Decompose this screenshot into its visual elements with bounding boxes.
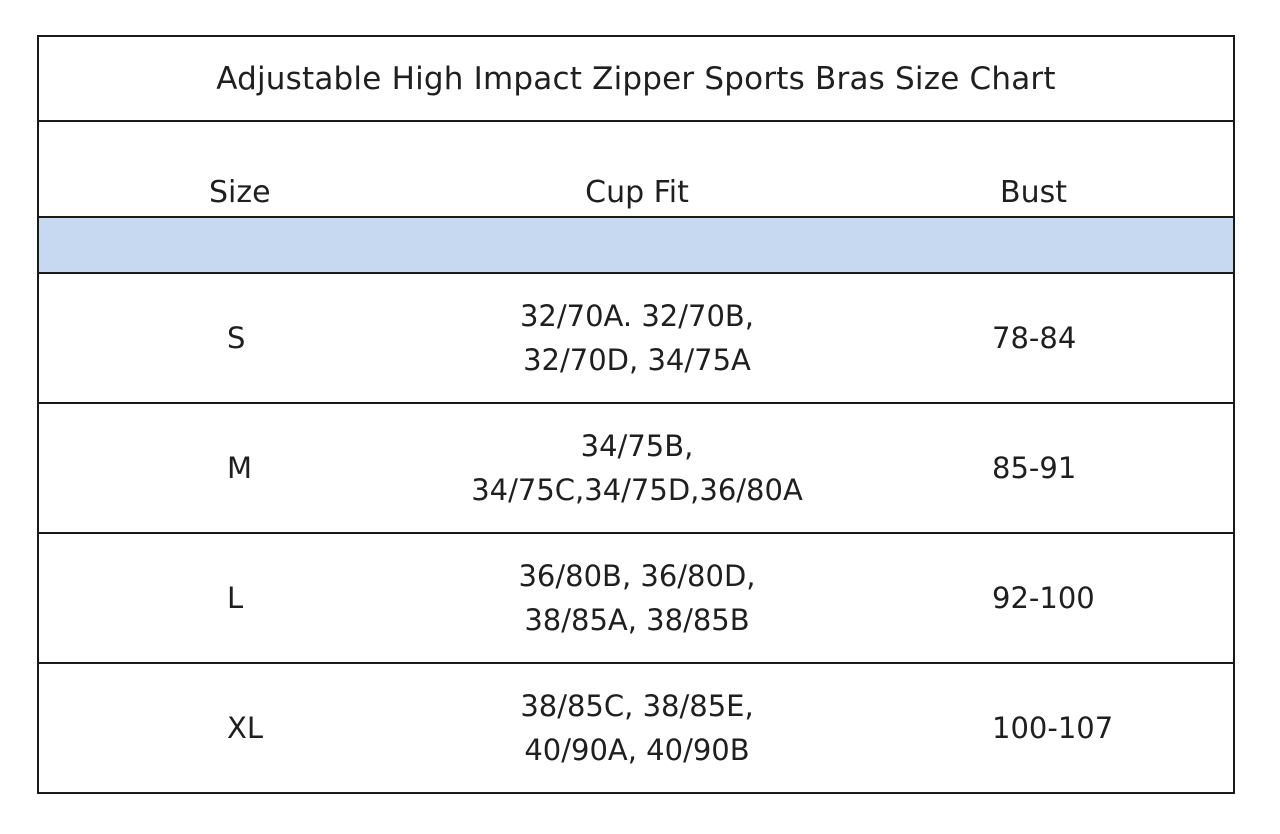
size-cell: M bbox=[39, 403, 437, 533]
chart-title: Adjustable High Impact Zipper Sports Bra… bbox=[39, 37, 1233, 122]
size-value: XL bbox=[227, 711, 264, 745]
cup-fit-line: 34/75C,34/75D,36/80A bbox=[471, 473, 803, 507]
highlight-band bbox=[39, 217, 1233, 273]
cup-fit-line: 40/90A, 40/90B bbox=[524, 733, 750, 767]
cup-fit-cell: 32/70A. 32/70B, 32/70D, 34/75A bbox=[437, 273, 837, 403]
cup-fit-line: 32/70D, 34/75A bbox=[523, 343, 751, 377]
bust-value: 85-91 bbox=[992, 451, 1077, 485]
bust-value: 92-100 bbox=[992, 581, 1095, 615]
column-header-size: Size bbox=[209, 175, 271, 210]
cup-fit-line: 36/80B, 36/80D, bbox=[518, 559, 756, 593]
size-chart-table: Adjustable High Impact Zipper Sports Bra… bbox=[37, 35, 1235, 794]
size-value: M bbox=[227, 451, 253, 485]
size-table: Size Cup Fit Bust S 32/70A. 32/70B, 32/7… bbox=[39, 122, 1233, 792]
bust-cell: 85-91 bbox=[837, 403, 1233, 533]
header-row: Size Cup Fit Bust bbox=[39, 122, 1233, 217]
size-value: S bbox=[227, 321, 246, 355]
table-row: XL 38/85C, 38/85E, 40/90A, 40/90B 100-10… bbox=[39, 663, 1233, 792]
cup-fit-line: 34/75B, bbox=[580, 429, 694, 463]
table-row: M 34/75B, 34/75C,34/75D,36/80A 85-91 bbox=[39, 403, 1233, 533]
cup-fit-cell: 34/75B, 34/75C,34/75D,36/80A bbox=[437, 403, 837, 533]
size-cell: L bbox=[39, 533, 437, 663]
highlight-band-cell bbox=[39, 217, 1233, 273]
cup-fit-line: 32/70A. 32/70B, bbox=[519, 299, 755, 333]
bust-value: 100-107 bbox=[992, 711, 1114, 745]
table-row: L 36/80B, 36/80D, 38/85A, 38/85B 92-100 bbox=[39, 533, 1233, 663]
cup-fit-line: 38/85C, 38/85E, bbox=[520, 689, 754, 723]
size-value: L bbox=[227, 581, 244, 615]
bust-value: 78-84 bbox=[992, 321, 1077, 355]
size-cell: XL bbox=[39, 663, 437, 792]
size-cell: S bbox=[39, 273, 437, 403]
table-row: S 32/70A. 32/70B, 32/70D, 34/75A 78-84 bbox=[39, 273, 1233, 403]
cup-fit-cell: 38/85C, 38/85E, 40/90A, 40/90B bbox=[437, 663, 837, 792]
column-header-cup-fit: Cup Fit bbox=[585, 175, 689, 210]
column-header-bust: Bust bbox=[1000, 175, 1067, 210]
cup-fit-cell: 36/80B, 36/80D, 38/85A, 38/85B bbox=[437, 533, 837, 663]
bust-cell: 78-84 bbox=[837, 273, 1233, 403]
bust-cell: 92-100 bbox=[837, 533, 1233, 663]
bust-cell: 100-107 bbox=[837, 663, 1233, 792]
cup-fit-line: 38/85A, 38/85B bbox=[524, 603, 750, 637]
